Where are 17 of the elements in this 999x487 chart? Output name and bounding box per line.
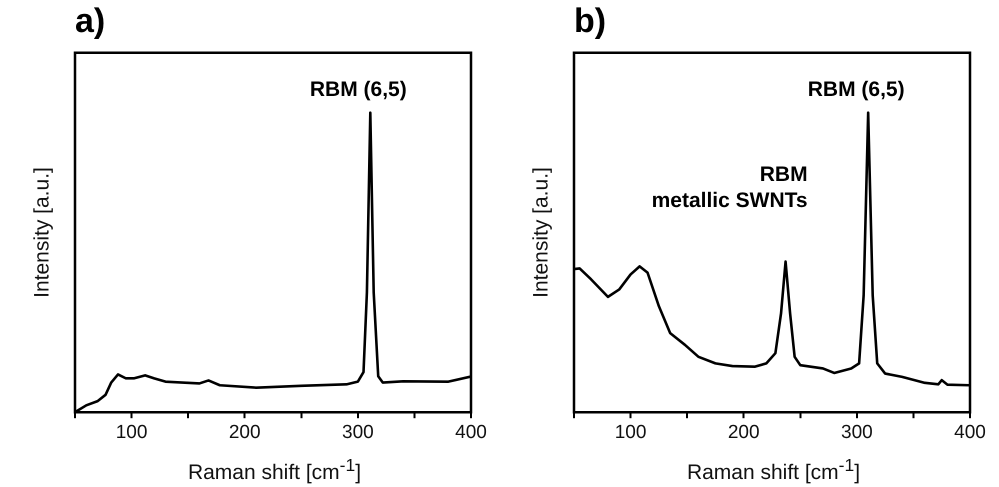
x-tick-label: 100: [116, 422, 148, 443]
annotation: RBM (6,5): [310, 78, 407, 101]
x-tick-label: 100: [614, 422, 646, 443]
x-tick-label: 400: [455, 422, 487, 443]
chart-title: b): [574, 2, 606, 40]
x-tick-label: 300: [841, 422, 873, 443]
y-axis-title: Intensity [a.u.]: [529, 167, 552, 298]
chart-title: a): [75, 2, 106, 40]
annotation: RBM (6,5): [808, 78, 905, 101]
x-tick-label: 200: [228, 422, 261, 443]
x-tick-label: 300: [342, 422, 374, 443]
x-axis-title: Raman shift [cm$^{-1}$]: [186, 455, 362, 485]
x-tick-label: 200: [728, 422, 760, 443]
x-axis-title: Raman shift [cm$^{-1}$]: [686, 455, 862, 485]
x-tick-label: 400: [954, 422, 986, 443]
annotation: RBM metallic SWNTs: [652, 162, 808, 212]
y-axis-title: Intensity [a.u.]: [30, 167, 54, 298]
